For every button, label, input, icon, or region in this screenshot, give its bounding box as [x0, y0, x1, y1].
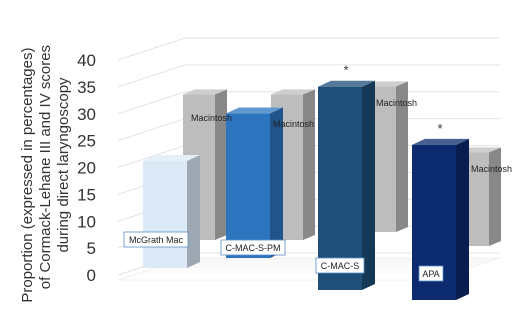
- y-axis-label: Proportion (expressed in percentages) of…: [19, 41, 72, 303]
- category-label: C-MAC-S-PM: [220, 239, 286, 256]
- back-bar-side: [396, 81, 408, 233]
- front-bar: [226, 107, 283, 258]
- category-label-text: APA: [422, 269, 439, 279]
- y-axis-label-line-3: during direct laryngoscopy: [55, 77, 72, 253]
- y-tick-label: 20: [77, 159, 96, 178]
- front-bar-side: [187, 155, 200, 268]
- category-label-box: [123, 231, 189, 248]
- y-axis-ticks: 0 5 10 15 20 25 30 35 40: [77, 51, 96, 285]
- y-tick-label: 5: [87, 239, 96, 258]
- front-bar-top: [143, 155, 200, 161]
- back-bar-top: [271, 89, 315, 95]
- y-tick-label: 30: [77, 105, 96, 124]
- front-bar-front: [318, 86, 362, 290]
- back-bar-label: Macintosh: [471, 164, 512, 174]
- category-label-text: C-MAC-S: [321, 261, 360, 271]
- back-bar-side: [303, 89, 315, 241]
- back-bar-side: [215, 89, 227, 241]
- category-label: McGrath Mac: [123, 231, 189, 248]
- y-axis-label-line-2: of Cormack-Lehane III and IV scores: [37, 45, 54, 289]
- bar-labels: Macintosh Macintosh Macintosh Macintosh * * Mc…: [123, 63, 512, 282]
- front-bar: [318, 80, 375, 290]
- category-label: C-MAC-S: [315, 257, 365, 274]
- y-tick-label: 0: [87, 266, 96, 285]
- front-bar-side: [362, 80, 375, 290]
- back-bar-label: Macintosh: [273, 119, 314, 129]
- y-tick-label: 25: [77, 132, 96, 151]
- back-bar-top: [183, 89, 227, 95]
- front-bar-front: [226, 113, 270, 258]
- category-label: APA: [418, 265, 444, 282]
- significance-marker: *: [343, 63, 348, 78]
- category-label-box: [220, 239, 286, 256]
- back-bar-side: [489, 147, 501, 246]
- category-label-box: [315, 257, 365, 274]
- y-axis-label-line-1: Proportion (expressed in percentages): [19, 48, 36, 303]
- front-bar-top: [412, 138, 469, 145]
- front-bar-front: [143, 161, 187, 268]
- category-label-text: C-MAC-S-PM: [226, 243, 281, 253]
- y-tick-label: 15: [77, 185, 96, 204]
- front-bar-top: [318, 80, 375, 87]
- front-bar-side: [270, 107, 283, 258]
- back-bar-label: Macintosh: [191, 113, 232, 123]
- front-bar-top: [226, 107, 283, 114]
- category-label-box: [418, 265, 444, 282]
- bars: [143, 80, 501, 300]
- gridline: [117, 64, 500, 88]
- back-bar-label: Macintosh: [376, 98, 417, 108]
- front-bar-side: [456, 138, 469, 300]
- y-tick-label: 40: [77, 51, 96, 70]
- significance-marker: *: [437, 121, 442, 136]
- front-bar: [143, 155, 200, 268]
- y-tick-label: 35: [77, 78, 96, 97]
- category-label-text: McGrath Mac: [129, 235, 184, 245]
- gridline: [117, 37, 500, 61]
- y-tick-label: 10: [77, 212, 96, 231]
